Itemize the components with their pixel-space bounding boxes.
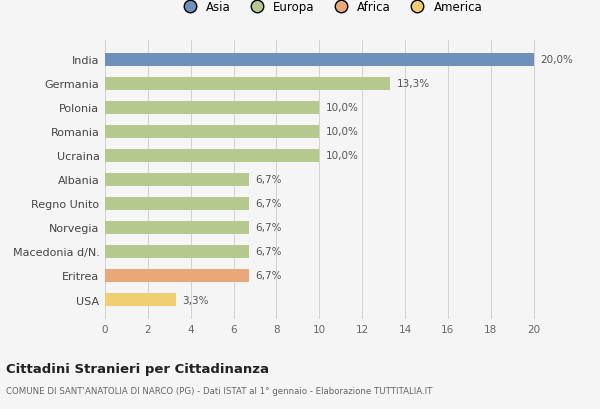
- Bar: [105, 293, 176, 306]
- Bar: [105, 173, 248, 187]
- Text: 6,7%: 6,7%: [255, 247, 281, 257]
- Bar: [105, 269, 248, 282]
- Text: 13,3%: 13,3%: [397, 79, 430, 89]
- Text: 10,0%: 10,0%: [326, 103, 359, 113]
- Text: 10,0%: 10,0%: [326, 127, 359, 137]
- Bar: [105, 78, 390, 91]
- Bar: [105, 101, 319, 115]
- Bar: [105, 245, 248, 258]
- Text: 6,7%: 6,7%: [255, 199, 281, 209]
- Bar: [105, 126, 319, 139]
- Legend: Asia, Europa, Africa, America: Asia, Europa, Africa, America: [173, 0, 487, 19]
- Text: 6,7%: 6,7%: [255, 223, 281, 233]
- Text: 3,3%: 3,3%: [182, 295, 209, 305]
- Text: 10,0%: 10,0%: [326, 151, 359, 161]
- Text: 6,7%: 6,7%: [255, 271, 281, 281]
- Text: Cittadini Stranieri per Cittadinanza: Cittadini Stranieri per Cittadinanza: [6, 362, 269, 375]
- Bar: [105, 54, 533, 67]
- Text: COMUNE DI SANT'ANATOLIA DI NARCO (PG) - Dati ISTAT al 1° gennaio - Elaborazione : COMUNE DI SANT'ANATOLIA DI NARCO (PG) - …: [6, 387, 433, 396]
- Bar: [105, 221, 248, 234]
- Text: 20,0%: 20,0%: [540, 55, 573, 65]
- Bar: [105, 149, 319, 163]
- Bar: [105, 197, 248, 211]
- Text: 6,7%: 6,7%: [255, 175, 281, 185]
